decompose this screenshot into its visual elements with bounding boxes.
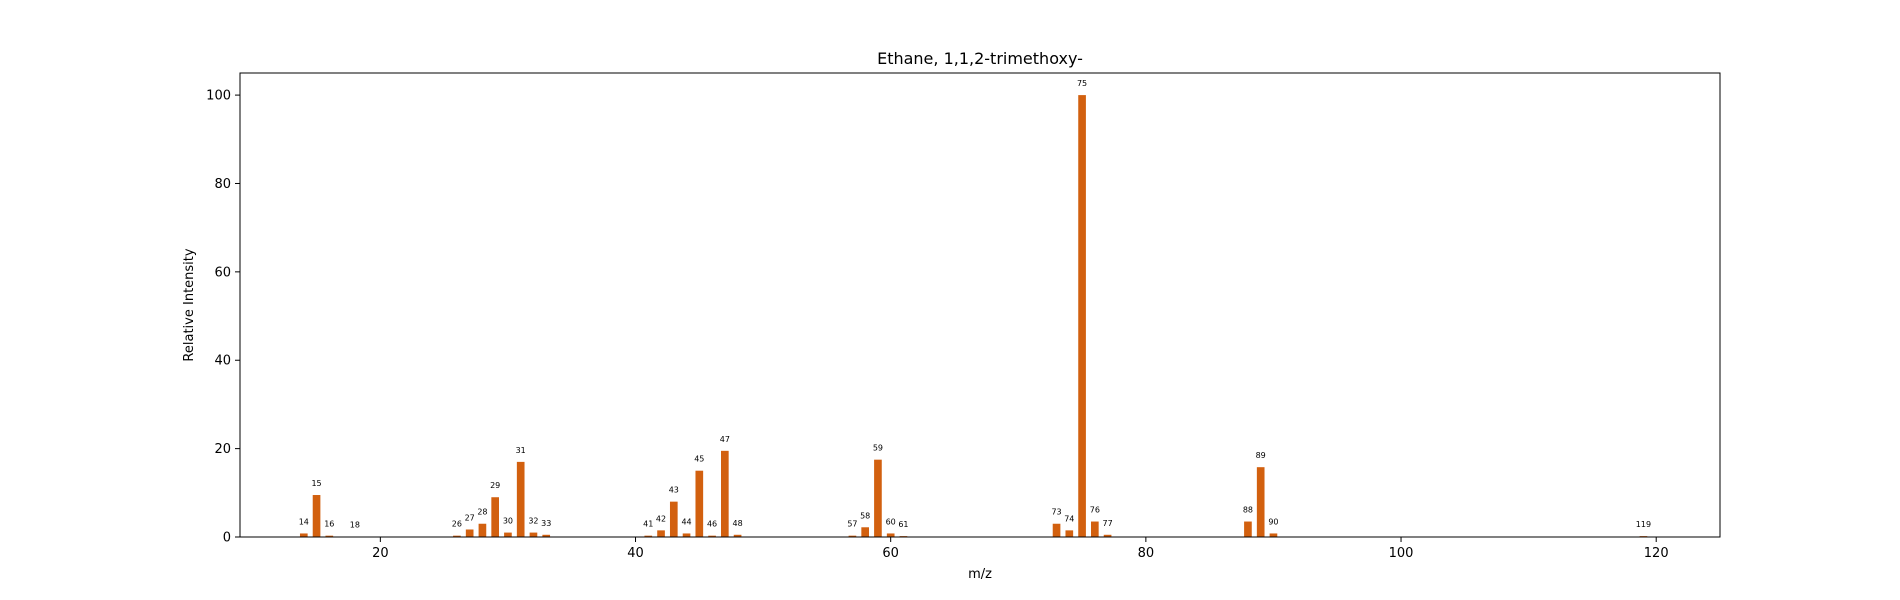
peak-label-32: 32 (528, 517, 538, 526)
peak-label-88: 88 (1243, 506, 1253, 515)
bar-mz-60 (886, 533, 895, 537)
peak-label-33: 33 (541, 519, 551, 528)
peak-label-14: 14 (299, 517, 309, 526)
peak-label-73: 73 (1051, 508, 1061, 517)
peak-label-29: 29 (490, 481, 500, 490)
bar-mz-75 (1078, 95, 1086, 537)
peak-label-42: 42 (656, 514, 666, 523)
peak-label-47: 47 (720, 435, 730, 444)
bars-layer (299, 95, 1648, 537)
peak-label-75: 75 (1077, 79, 1087, 88)
bar-mz-30 (504, 532, 512, 537)
y-axis-label: Relative Intensity (182, 248, 197, 361)
bar-mz-58 (861, 527, 869, 537)
peak-label-46: 46 (707, 520, 717, 529)
bar-mz-28 (478, 523, 487, 537)
bar-mz-26 (453, 535, 461, 537)
x-axis-ticks: 20 40 60 80 100 120 (372, 537, 1669, 561)
bar-mz-73 (1052, 523, 1061, 537)
y-tick-label: 20 (214, 442, 231, 457)
bar-mz-46 (708, 535, 716, 537)
peak-label-31: 31 (516, 446, 526, 455)
peak-label-119: 119 (1636, 520, 1651, 529)
bar-mz-77 (1103, 534, 1112, 537)
x-tick-label: 20 (372, 546, 389, 561)
y-axis-ticks: 0 20 40 60 80 100 (206, 89, 240, 546)
bar-mz-41 (644, 535, 653, 537)
bar-mz-44 (682, 533, 691, 537)
bar-mz-74 (1065, 530, 1074, 537)
bar-mz-32 (529, 532, 538, 537)
bar-mz-14 (299, 533, 308, 537)
x-axis-label: m/z (968, 567, 992, 582)
peak-label-89: 89 (1256, 451, 1266, 460)
bar-mz-42 (657, 530, 665, 537)
bar-mz-16 (325, 535, 334, 537)
x-tick-label: 40 (627, 546, 644, 561)
peak-label-43: 43 (669, 486, 679, 495)
peak-label-26: 26 (452, 520, 462, 529)
peak-label-28: 28 (477, 508, 487, 517)
bar-mz-90 (1269, 533, 1278, 537)
x-tick-label: 60 (882, 546, 899, 561)
bar-mz-48 (733, 534, 742, 537)
bar-mz-31 (516, 461, 525, 537)
bar-mz-15 (312, 495, 321, 537)
y-tick-label: 0 (223, 531, 231, 546)
peak-label-45: 45 (694, 455, 704, 464)
bar-mz-76 (1091, 521, 1099, 537)
peak-label-18: 18 (350, 521, 360, 530)
y-tick-label: 60 (214, 265, 231, 280)
bar-mz-57 (848, 535, 857, 537)
peak-label-57: 57 (847, 520, 857, 529)
bar-mz-33 (542, 534, 551, 537)
peak-label-48: 48 (732, 519, 742, 528)
bar-mz-88 (1244, 521, 1252, 537)
peak-label-59: 59 (873, 444, 883, 453)
peak-label-15: 15 (311, 479, 321, 488)
chart-title: Ethane, 1,1,2-trimethoxy- (877, 49, 1083, 68)
bar-mz-43 (669, 501, 678, 537)
peak-label-27: 27 (465, 513, 475, 522)
peak-label-60: 60 (886, 517, 896, 526)
x-tick-label: 100 (1389, 546, 1414, 561)
bar-mz-89 (1256, 467, 1265, 537)
peak-label-61: 61 (898, 520, 908, 529)
peak-label-30: 30 (503, 517, 513, 526)
peak-label-76: 76 (1090, 506, 1100, 515)
x-tick-label: 120 (1644, 546, 1669, 561)
peak-label-44: 44 (681, 517, 691, 526)
bar-mz-59 (874, 459, 882, 537)
bar-mz-47 (721, 450, 729, 537)
y-tick-label: 80 (214, 177, 231, 192)
peak-label-41: 41 (643, 520, 653, 529)
peak-label-58: 58 (860, 511, 870, 520)
peak-label-74: 74 (1064, 514, 1074, 523)
y-tick-label: 100 (206, 89, 231, 104)
peak-label-77: 77 (1102, 519, 1112, 528)
bar-mz-27 (465, 529, 474, 537)
y-tick-label: 40 (214, 354, 231, 369)
peak-label-16: 16 (324, 520, 334, 529)
bar-mz-29 (491, 497, 499, 537)
peak-label-90: 90 (1268, 517, 1278, 526)
bar-mz-45 (695, 470, 704, 537)
plot-frame (239, 72, 1721, 538)
x-tick-label: 80 (1138, 546, 1155, 561)
